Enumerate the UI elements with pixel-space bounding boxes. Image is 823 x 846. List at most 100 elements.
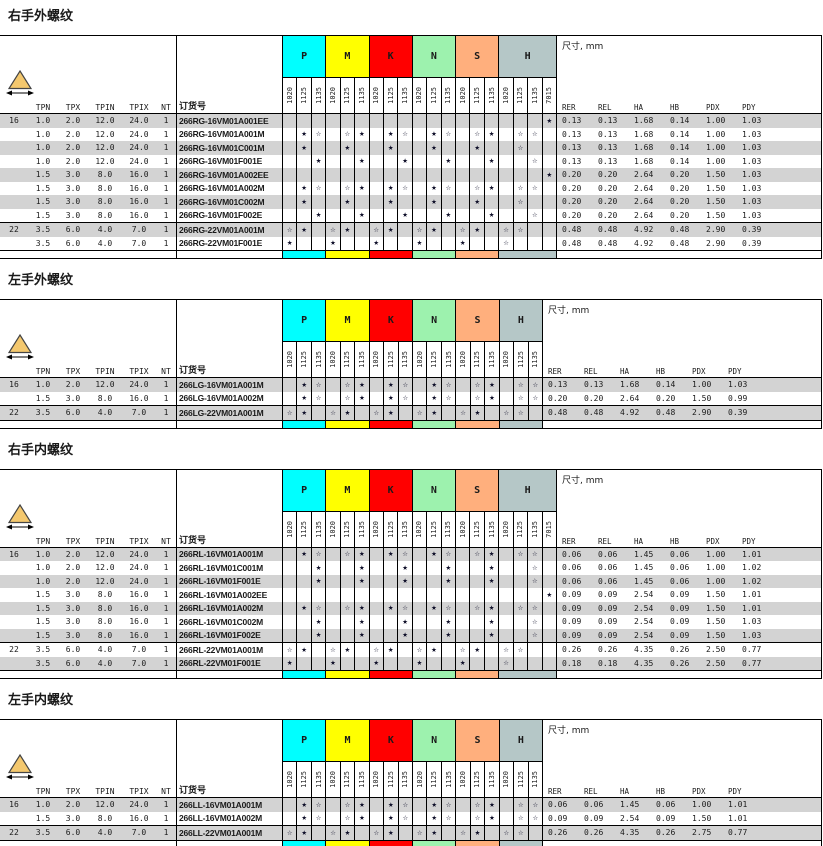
dim-label-hb: HB (670, 536, 680, 546)
ic-size-cell (0, 629, 28, 643)
grade-star-cell: ★ (427, 601, 442, 615)
grade-star-cells: ☆ ★ ☆ ★ ☆ ★ ☆ ★ ☆ ★ ☆ ☆ (283, 223, 557, 237)
dim-label-pdy: PDY (728, 367, 742, 376)
tpix-cell: 7.0 (131, 828, 147, 838)
grade-star-cell (499, 547, 514, 561)
grade-star-cells: ★ ☆ ☆ ★ ★ ☆ ★ ☆ ☆ ★ ☆ ☆ (283, 127, 557, 141)
color-strip-cell (326, 671, 370, 678)
grade-col-label: 1020 (372, 87, 381, 104)
tpn-cell: 1.5 (35, 210, 51, 220)
grade-star-cell (312, 236, 327, 250)
table-row: 22 3.5 6.0 4.0 7.0 1 266RL-22VM01A001M ☆ ★ ☆ ★ ☆ ★ ☆ ★… (0, 642, 821, 657)
grade-star-cell (470, 168, 485, 182)
grade-star-cell: ☆ (341, 811, 356, 825)
dim-value-cell: 0.09 (598, 630, 618, 640)
dimension-cells: 0.09 0.09 2.54 0.09 1.50 1.01 (557, 588, 785, 602)
dim-value-cell: 0.20 (562, 210, 582, 220)
dimension-cells: 0.09 0.09 2.54 0.09 1.50 1.03 (557, 629, 785, 643)
col-label-tpn: TPN (35, 787, 51, 796)
grade-star-cell: ★ (470, 141, 485, 155)
grade-col-label: 1135 (531, 351, 540, 368)
grade-star-cell (283, 574, 298, 588)
grade-col-cell: 1135 (442, 762, 457, 797)
dim-value-cell: 1.50 (706, 210, 726, 220)
grade-col-cell: 1125 (384, 762, 399, 797)
grade-star-cells: ★ (283, 114, 557, 128)
grade-col-cell: 1020 (413, 511, 428, 547)
grade-star-cell: ☆ (283, 643, 298, 657)
grade-star-cell: ☆ (456, 406, 471, 420)
dim-label-rel: REL (584, 787, 598, 796)
grade-star-cell (370, 141, 384, 155)
col-label-nt: NT (161, 536, 171, 546)
dim-value-cell: 4.35 (620, 828, 640, 838)
tpix-cell: 7.0 (131, 238, 147, 248)
dim-value-cell: 0.20 (598, 197, 618, 207)
tpn-cell: 1.5 (35, 603, 51, 613)
grade-star-cell (543, 181, 557, 195)
grade-star-cell: ★ (384, 798, 399, 812)
dim-value-cell: 2.50 (706, 645, 726, 655)
grade-star-cell (283, 601, 298, 615)
tpn-cell: 3.5 (35, 225, 51, 235)
grade-star-cell: ☆ (399, 798, 413, 812)
nt-cell: 1 (163, 197, 169, 207)
grade-star-cell: ★ (543, 588, 557, 602)
table-row: 1.0 2.0 12.0 24.0 1 266RG-16VM01A001M ★ ☆ ☆ ★ ★ ☆ ★ ☆… (0, 127, 821, 141)
grade-col-cell: 1020 (456, 511, 471, 547)
grade-star-cell: ☆ (471, 378, 486, 392)
dim-value-cell: 4.92 (634, 225, 654, 235)
grade-star-cell (442, 114, 457, 128)
grade-col-cell: 1020 (499, 78, 514, 113)
grade-star-cell (413, 798, 428, 812)
dim-value-cell: 2.54 (634, 603, 654, 613)
grade-star-cell: ★ (297, 547, 312, 561)
dim-value-cell: 0.20 (562, 197, 582, 207)
grade-star-cell: ☆ (341, 601, 356, 615)
dim-value-cell: 0.48 (598, 225, 618, 235)
nt-cell: 1 (163, 549, 169, 559)
grade-star-cell (312, 588, 327, 602)
grade-star-cell (312, 114, 327, 128)
grade-star-cell (326, 628, 341, 642)
dimension-labels: RER REL HA HB PDX PDY (557, 537, 773, 546)
grade-star-cell (384, 561, 399, 575)
dim-value-cell: 0.06 (670, 563, 690, 573)
grade-star-cell: ★ (297, 195, 312, 209)
grade-star-cell (283, 141, 298, 155)
grade-star-cell (398, 114, 413, 128)
row-filler (771, 826, 821, 840)
col-label-tpix: TPIX (129, 536, 149, 546)
dimension-labels: RER REL HA HB PDX PDY (543, 787, 759, 796)
grade-star-cell (370, 168, 384, 182)
nt-cell: 1 (163, 393, 169, 403)
grade-star-cell (528, 236, 543, 250)
row-filler (785, 155, 821, 169)
ic-size-cell (0, 209, 28, 223)
material-header-S: S (456, 300, 500, 341)
dim-label-pdy: PDY (728, 787, 742, 796)
grade-star-cells: ★ ★ ★ ★ ★ ☆ (283, 208, 557, 222)
grade-star-cell: ☆ (398, 181, 413, 195)
dim-value-cell: 1.68 (620, 380, 640, 390)
grade-star-cell: ★ (427, 141, 442, 155)
grade-star-cell: ☆ (370, 643, 384, 657)
tpn-cell: 1.0 (35, 143, 51, 153)
grade-star-cells: ★ (283, 168, 557, 182)
material-header-N: N (412, 469, 457, 511)
grade-star-cell: ☆ (528, 127, 543, 141)
nt-cell: 1 (163, 603, 169, 613)
dim-label-hb: HB (656, 367, 666, 376)
color-strip-cell (369, 251, 413, 258)
grade-col-cell: 1135 (528, 78, 543, 113)
grade-star-cell: ☆ (470, 127, 485, 141)
tpx-cell: 2.0 (65, 143, 81, 153)
tpix-cell: 24.0 (129, 549, 149, 559)
material-header-N: N (413, 300, 457, 341)
grade-star-cell (529, 826, 543, 840)
grade-star-cell: ★ (427, 181, 442, 195)
tpin-cell: 8.0 (97, 813, 113, 823)
grade-star-cell: ★ (312, 561, 327, 575)
grade-star-cell (297, 114, 312, 128)
dimension-cells: 0.20 0.20 2.64 0.20 1.50 1.03 (557, 209, 785, 223)
